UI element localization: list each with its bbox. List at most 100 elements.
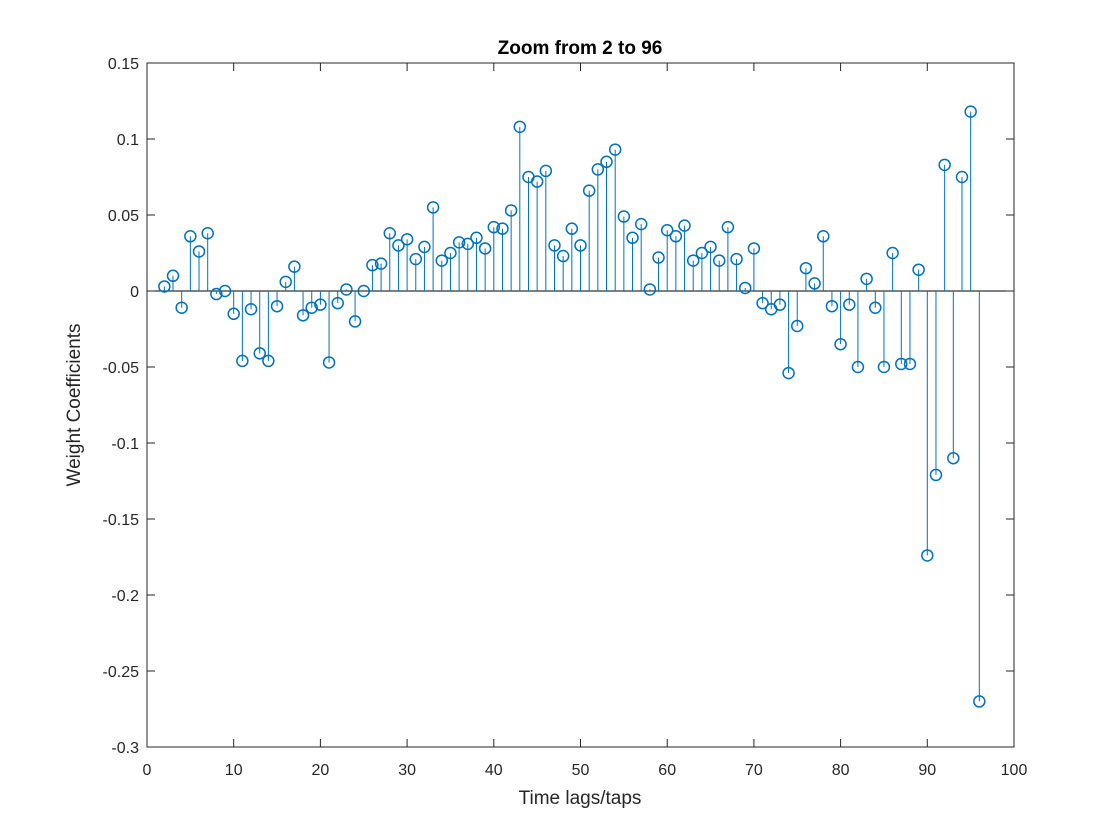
stem-marker	[374, 257, 388, 270]
stem-marker	[608, 143, 622, 156]
stem-marker	[279, 275, 292, 289]
x-tick-label: 80	[832, 762, 850, 779]
stem-marker	[218, 284, 232, 298]
stem-marker	[210, 287, 223, 301]
stem-marker	[756, 296, 769, 310]
stem-marker	[539, 164, 553, 178]
stem-marker	[244, 302, 258, 316]
stem-marker	[262, 354, 275, 368]
stem-marker	[366, 258, 379, 272]
stem-marker	[617, 210, 631, 223]
stem-marker	[955, 170, 969, 184]
stem-marker	[947, 451, 960, 465]
stem-marker	[426, 201, 440, 214]
y-tick-label: -0.3	[111, 740, 139, 757]
stem-marker	[895, 357, 908, 371]
x-axis-title: Time lags/taps	[519, 788, 642, 809]
stem-marker	[877, 360, 891, 374]
stem-marker	[626, 231, 639, 245]
stem-marker	[808, 277, 821, 290]
stem-marker	[903, 357, 917, 371]
y-tick-label: -0.25	[103, 664, 140, 681]
x-tick-label: 30	[398, 762, 416, 779]
stem-marker	[496, 222, 509, 235]
stem-marker	[270, 299, 284, 313]
stem-marker	[530, 175, 544, 188]
stem-marker	[452, 236, 466, 249]
stem-marker	[591, 163, 605, 176]
stem-marker	[964, 105, 977, 118]
stem-marker	[340, 283, 353, 296]
stem-marker	[678, 219, 691, 232]
stem-marker	[652, 251, 665, 264]
plot-area	[147, 63, 1014, 747]
x-tick-label: 10	[225, 762, 243, 779]
stem-marker	[348, 315, 362, 328]
x-tick-label: 0	[143, 762, 152, 779]
stem-marker	[236, 354, 249, 368]
x-tick-label: 70	[745, 762, 763, 779]
stem-marker	[192, 245, 206, 258]
stem-marker	[574, 239, 587, 252]
stem-marker	[738, 281, 752, 295]
stem-marker	[843, 298, 856, 311]
stem-marker	[929, 468, 943, 482]
stem-marker	[296, 309, 310, 322]
y-axis-title: Weight Coefficients	[64, 324, 85, 487]
stem-marker	[556, 249, 570, 263]
y-tick-label: -0.2	[111, 588, 139, 605]
stem-marker	[435, 254, 449, 267]
stem-marker	[686, 254, 700, 267]
y-tick-label: -0.15	[103, 512, 140, 529]
stem-marker	[791, 319, 804, 333]
stem-marker	[799, 261, 813, 275]
stem-marker	[305, 301, 318, 314]
stem-marker	[357, 284, 370, 298]
stem-marker	[712, 254, 726, 267]
stem-marker	[660, 223, 674, 237]
x-tick-label: 20	[312, 762, 330, 779]
stem-marker	[938, 158, 951, 172]
stem-marker	[782, 366, 795, 380]
stem-marker	[730, 252, 743, 266]
y-tick-label: -0.1	[111, 436, 139, 453]
stem-marker	[912, 263, 925, 276]
stem-marker	[565, 222, 579, 235]
stem-marker	[487, 220, 501, 234]
stem-marker	[747, 242, 761, 255]
x-tick-label: 100	[1001, 762, 1028, 779]
stem-marker	[643, 283, 657, 296]
stem-marker	[158, 280, 171, 293]
stem-marker	[288, 260, 301, 273]
x-tick-label: 60	[658, 762, 676, 779]
stem-marker	[383, 226, 397, 240]
y-tick-label: 0	[130, 284, 139, 301]
stem-marker	[886, 246, 899, 260]
stem-marker	[834, 337, 847, 351]
stem-marker	[869, 301, 882, 314]
stem-marker	[851, 360, 865, 374]
stem-marker	[478, 242, 492, 255]
stem-marker	[444, 246, 457, 260]
x-tick-label: 50	[572, 762, 590, 779]
stem-marker	[175, 301, 188, 314]
stem-marker	[166, 269, 180, 283]
stem-marker	[314, 298, 327, 311]
stem-marker	[392, 239, 405, 252]
stem-marker	[331, 296, 344, 310]
stem-marker	[634, 217, 648, 231]
stem-marker	[548, 239, 561, 252]
stem-marker	[201, 226, 214, 240]
stem-marker	[253, 347, 266, 360]
stem-marker	[817, 230, 830, 243]
stem-marker	[669, 230, 683, 243]
stem-marker	[418, 240, 431, 254]
stem-marker	[227, 307, 240, 321]
chart-title: Zoom from 2 to 96	[498, 38, 663, 59]
y-tick-label: -0.05	[103, 360, 140, 377]
y-tick-label: 0.15	[108, 56, 139, 73]
stem-marker	[973, 695, 986, 708]
stem-marker	[513, 120, 527, 134]
stem-marker	[860, 272, 873, 286]
stem-marker	[825, 299, 839, 313]
